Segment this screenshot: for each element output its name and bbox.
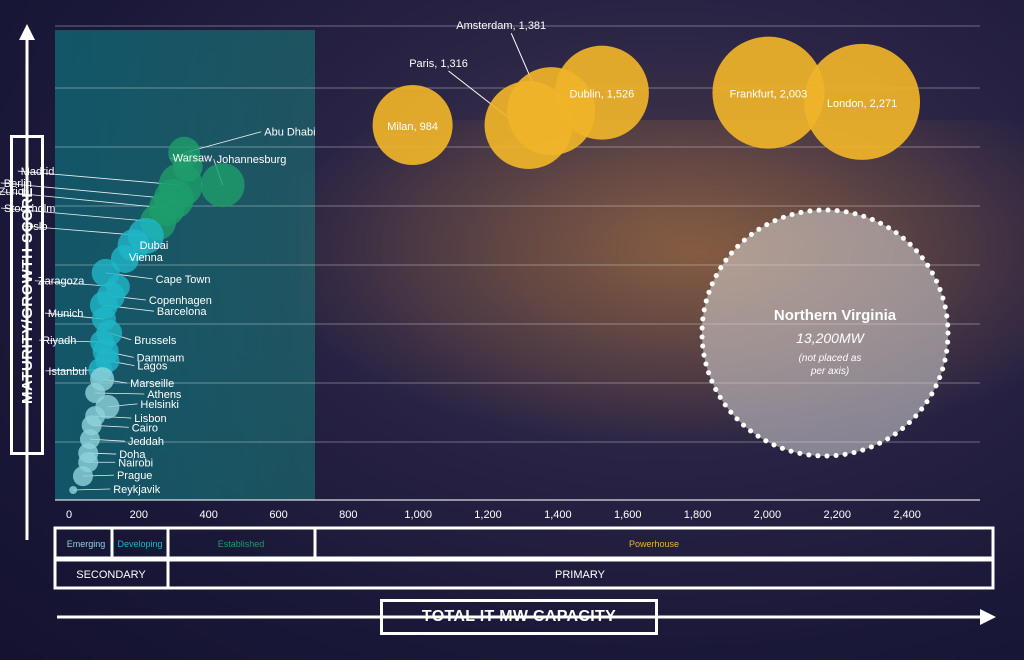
label-doha: Doha <box>119 449 146 461</box>
y-axis-title: MATURITY/GROWTH SCORE <box>18 186 36 404</box>
label-madrid: Madrid <box>21 166 55 178</box>
label-milan: Milan, 984 <box>387 121 438 133</box>
x-tick-1000: 1,000 <box>404 509 432 521</box>
point-labels: London, 2,271 Frankfurt, 2,003 Dublin, 1,5… <box>0 20 897 496</box>
bubble-prague <box>72 466 93 487</box>
x-tick-labels: 0 200 400 600 800 1,000 1,200 1,400 1,600 1,800 2,… <box>66 509 921 521</box>
label-istanbul: Istanbul <box>48 366 87 378</box>
bubble-johannesburg <box>200 163 245 208</box>
callout-note-1: (not placed as <box>799 353 862 364</box>
bubble-reykjavik <box>69 486 78 494</box>
label-marseille: Marseille <box>130 378 174 390</box>
label-zaragoza: Zaragoza <box>38 276 85 288</box>
bubble-paris <box>484 81 573 170</box>
y-axis-arrow <box>19 24 35 540</box>
tier-band-row-2: SECONDARY PRIMARY <box>53 558 995 590</box>
x-tick-2400: 2,400 <box>893 509 921 521</box>
bubble-milan <box>372 85 453 166</box>
reykjavik-leader <box>73 488 111 491</box>
label-dubai: Dubai <box>140 240 169 252</box>
label-brussels: Brussels <box>134 335 177 347</box>
x-axis-title: TOTAL IT MW CAPACITY <box>421 608 617 625</box>
x-tick-0: 0 <box>66 509 72 521</box>
x-tick-1600: 1,600 <box>614 509 642 521</box>
tier-band-row-1: Emerging Developing Established Powerhou… <box>53 526 995 560</box>
x-axis-arrow <box>57 609 996 625</box>
zurich-leader <box>0 191 167 209</box>
x-tick-1800: 1,800 <box>684 509 712 521</box>
x-tick-1200: 1,200 <box>474 509 502 521</box>
tier-emerging: Emerging <box>67 539 106 549</box>
x-axis-title-box: TOTAL IT MW CAPACITY <box>380 599 658 635</box>
x-tick-800: 800 <box>339 509 357 521</box>
label-reykjavik: Reykjavik <box>113 484 161 496</box>
x-tick-600: 600 <box>269 509 287 521</box>
callout-note-2: per axis) <box>810 366 849 377</box>
tier-developing: Developing <box>117 539 162 549</box>
tier-primary: PRIMARY <box>555 569 606 581</box>
label-cape-town: Cape Town <box>156 274 211 286</box>
label-london: London, 2,271 <box>827 98 897 110</box>
x-tick-1400: 1,400 <box>544 509 572 521</box>
callout-circle <box>699 207 951 459</box>
label-vienna: Vienna <box>129 252 164 264</box>
callout-value: 13,200MW <box>796 330 865 346</box>
label-warsaw: Warsaw <box>173 153 212 165</box>
bubble-london <box>804 43 921 160</box>
x-tick-2200: 2,200 <box>823 509 851 521</box>
tier-powerhouse: Powerhouse <box>629 539 679 549</box>
label-lisbon: Lisbon <box>134 413 166 425</box>
tier-established: Established <box>218 539 265 549</box>
madrid-leader <box>17 170 181 186</box>
label-paris: Paris, 1,316 <box>409 58 468 70</box>
label-frankfurt: Frankfurt, 2,003 <box>730 89 808 101</box>
label-riyadh: Riyadh <box>42 335 76 347</box>
label-abu-dhabi: Abu Dhabi <box>264 127 315 139</box>
label-amsterdam: Amsterdam, 1,381 <box>456 20 546 32</box>
berlin-leader <box>0 182 174 200</box>
label-jeddah: Jeddah <box>128 436 164 448</box>
label-prague: Prague <box>117 470 152 482</box>
label-dublin: Dublin, 1,526 <box>569 89 634 101</box>
label-nairobi: Nairobi <box>118 457 153 469</box>
x-tick-2000: 2,000 <box>754 509 782 521</box>
label-barcelona: Barcelona <box>157 306 207 318</box>
bubble-vienna <box>110 245 139 273</box>
x-tick-400: 400 <box>200 509 218 521</box>
x-tick-200: 200 <box>130 509 148 521</box>
label-cairo: Cairo <box>132 422 158 434</box>
label-zurich: Zurich <box>0 186 29 198</box>
label-athens: Athens <box>147 389 182 401</box>
label-helsinki: Helsinki <box>140 399 179 411</box>
label-copenhagen: Copenhagen <box>149 295 212 307</box>
northern-virginia-callout: Northern Virginia 13,200MW (not placed a… <box>699 207 951 459</box>
tier-secondary: SECONDARY <box>76 569 146 581</box>
y-axis-title-box: MATURITY/GROWTH SCORE <box>10 135 44 455</box>
bubble-frankfurt <box>712 36 825 149</box>
bubbles <box>69 36 921 494</box>
label-lagos: Lagos <box>137 361 167 373</box>
tier-row-2-frame <box>53 558 995 590</box>
callout-name: Northern Virginia <box>774 307 897 324</box>
label-johannesburg: Johannesburg <box>217 154 287 166</box>
label-dammam: Dammam <box>137 352 185 364</box>
label-munich: Munich <box>48 308 83 320</box>
tier-row-1-frame <box>53 526 995 560</box>
